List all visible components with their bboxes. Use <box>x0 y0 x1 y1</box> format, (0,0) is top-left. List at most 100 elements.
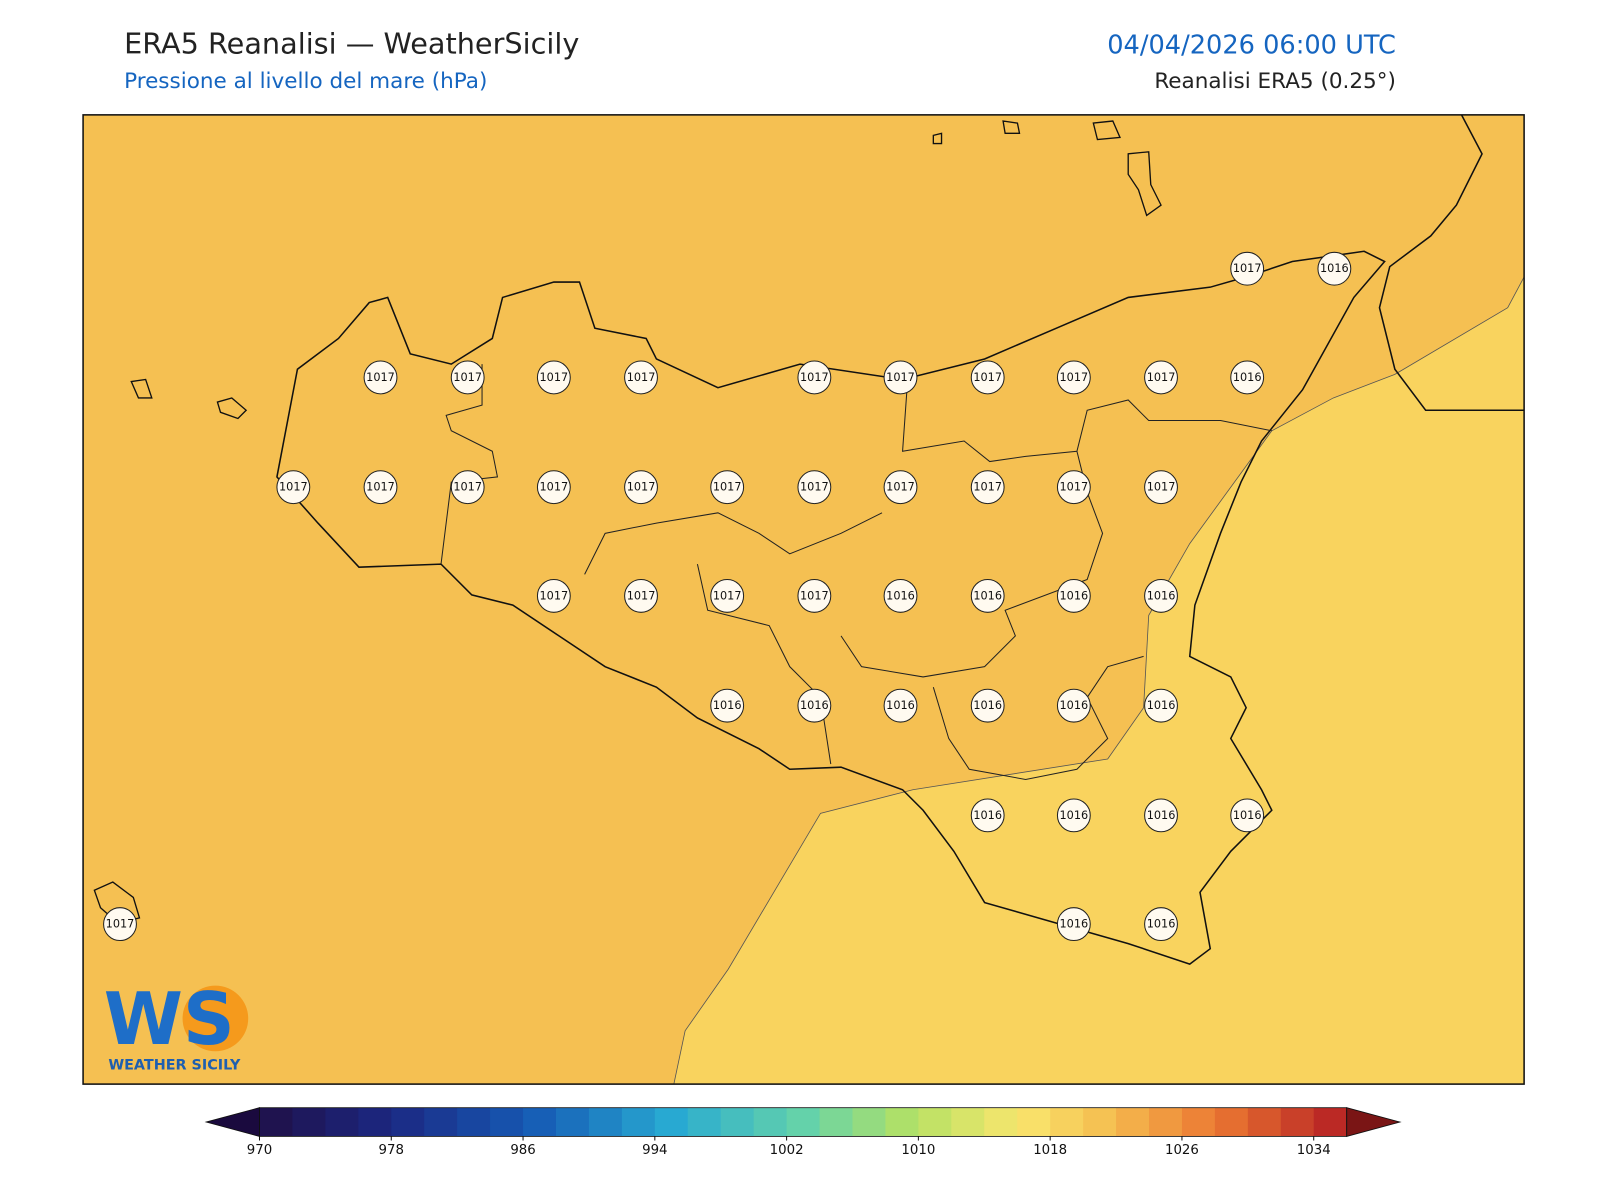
station-value: 1017 <box>540 371 569 384</box>
colorbar-bin <box>621 1107 656 1137</box>
station: 1016 <box>1230 360 1265 395</box>
station-marker <box>1230 251 1265 286</box>
station: 1017 <box>970 470 1005 505</box>
station: 1017 <box>710 578 745 613</box>
stations: 1017 1016 1017 1017 1017 1017 1017 1017 1017 1017… <box>103 251 1352 942</box>
station-marker <box>710 578 745 613</box>
station-marker <box>363 360 398 395</box>
station-value: 1016 <box>1060 809 1089 822</box>
station-marker <box>1230 360 1265 395</box>
station-value: 1017 <box>106 918 135 931</box>
station-value: 1017 <box>453 481 482 494</box>
pressure-contour <box>673 276 1525 1085</box>
station: 1017 <box>536 360 571 395</box>
station-marker <box>883 688 918 723</box>
colorbar-bin <box>951 1107 985 1137</box>
station: 1017 <box>1144 470 1178 505</box>
station-marker <box>970 578 1005 613</box>
colorbar-bin <box>720 1107 755 1137</box>
station-marker <box>797 688 832 723</box>
station-marker <box>883 360 918 395</box>
station-value: 1016 <box>1060 589 1089 602</box>
station-value: 1016 <box>1147 809 1176 822</box>
station-value: 1017 <box>540 589 569 602</box>
station-marker <box>363 470 398 505</box>
source: Reanalisi ERA5 (0.25°) <box>1154 69 1396 94</box>
station-value: 1016 <box>1320 262 1349 275</box>
station: 1017 <box>624 578 658 613</box>
station-marker <box>1056 907 1091 942</box>
station: 1016 <box>883 688 918 723</box>
station: 1017 <box>970 360 1005 395</box>
station-value: 1016 <box>1060 699 1089 712</box>
colorbar-tick-label: 1026 <box>1165 1143 1199 1158</box>
station-marker <box>797 360 832 395</box>
station-marker <box>1144 360 1178 395</box>
station-marker <box>536 360 571 395</box>
station: 1017 <box>797 578 832 613</box>
station-marker <box>1144 470 1178 505</box>
colorbar-bin <box>391 1107 425 1137</box>
station: 1017 <box>536 470 571 505</box>
station-marker <box>1144 907 1178 942</box>
sicily-coastline <box>276 250 1386 965</box>
colorbar-extend-low <box>204 1107 260 1137</box>
colorbar-bin <box>1148 1107 1183 1137</box>
station: 1016 <box>1230 798 1265 833</box>
colorbar-bin <box>753 1107 788 1137</box>
station-marker <box>1144 578 1178 613</box>
station-value: 1016 <box>1147 699 1176 712</box>
station-marker <box>1056 798 1091 833</box>
colorbar-bin <box>490 1107 524 1137</box>
colorbar-bin <box>292 1107 326 1137</box>
station-value: 1016 <box>973 809 1002 822</box>
station: 1017 <box>1056 470 1091 505</box>
station: 1016 <box>1144 688 1178 723</box>
colorbar: 970 978 986 994 1002 1010 1018 1026 1034 <box>204 1107 1402 1158</box>
colorbar-bin <box>523 1107 557 1137</box>
station-marker <box>450 470 485 505</box>
station: 1017 <box>883 470 918 505</box>
station-value: 1017 <box>800 589 829 602</box>
colorbar-bin <box>1247 1107 1282 1137</box>
colorbar-bin <box>588 1107 623 1137</box>
title: ERA5 Reanalisi — WeatherSicily <box>124 26 579 60</box>
station: 1017 <box>536 578 571 613</box>
colorbar-bin <box>1280 1107 1315 1137</box>
station: 1016 <box>883 578 918 613</box>
station-marker <box>1230 798 1265 833</box>
logo-name: WEATHER SICILY <box>108 1058 241 1074</box>
station-value: 1017 <box>540 481 569 494</box>
datetime: 04/04/2026 06:00 UTC <box>1107 30 1396 60</box>
station-marker <box>1056 470 1091 505</box>
station: 1017 <box>103 907 137 942</box>
logo: WS WEATHER SICILY <box>104 977 249 1074</box>
station-value: 1017 <box>366 481 395 494</box>
station-marker <box>1317 251 1352 286</box>
station-marker <box>797 470 832 505</box>
colorbar-bin <box>885 1107 919 1137</box>
colorbar-bin <box>1214 1107 1249 1137</box>
station-marker <box>970 360 1005 395</box>
station: 1017 <box>363 360 398 395</box>
colorbar-bin <box>1050 1107 1084 1137</box>
colorbar-tick-label: 978 <box>379 1143 404 1158</box>
station: 1017 <box>797 360 832 395</box>
station-value: 1017 <box>1233 262 1262 275</box>
station: 1017 <box>797 470 832 505</box>
station: 1016 <box>970 688 1005 723</box>
colorbar-bin <box>325 1107 359 1137</box>
station-marker <box>536 578 571 613</box>
colorbar-tick-label: 1002 <box>770 1143 804 1158</box>
station-value: 1017 <box>713 589 742 602</box>
station-marker <box>276 470 311 505</box>
station-value: 1017 <box>713 481 742 494</box>
station-value: 1017 <box>627 481 656 494</box>
colorbar-bin <box>1116 1107 1150 1137</box>
station-marker <box>970 470 1005 505</box>
colorbar-extend-high <box>1346 1107 1402 1137</box>
station: 1017 <box>363 470 398 505</box>
station-value: 1017 <box>973 371 1002 384</box>
station-marker <box>970 688 1005 723</box>
